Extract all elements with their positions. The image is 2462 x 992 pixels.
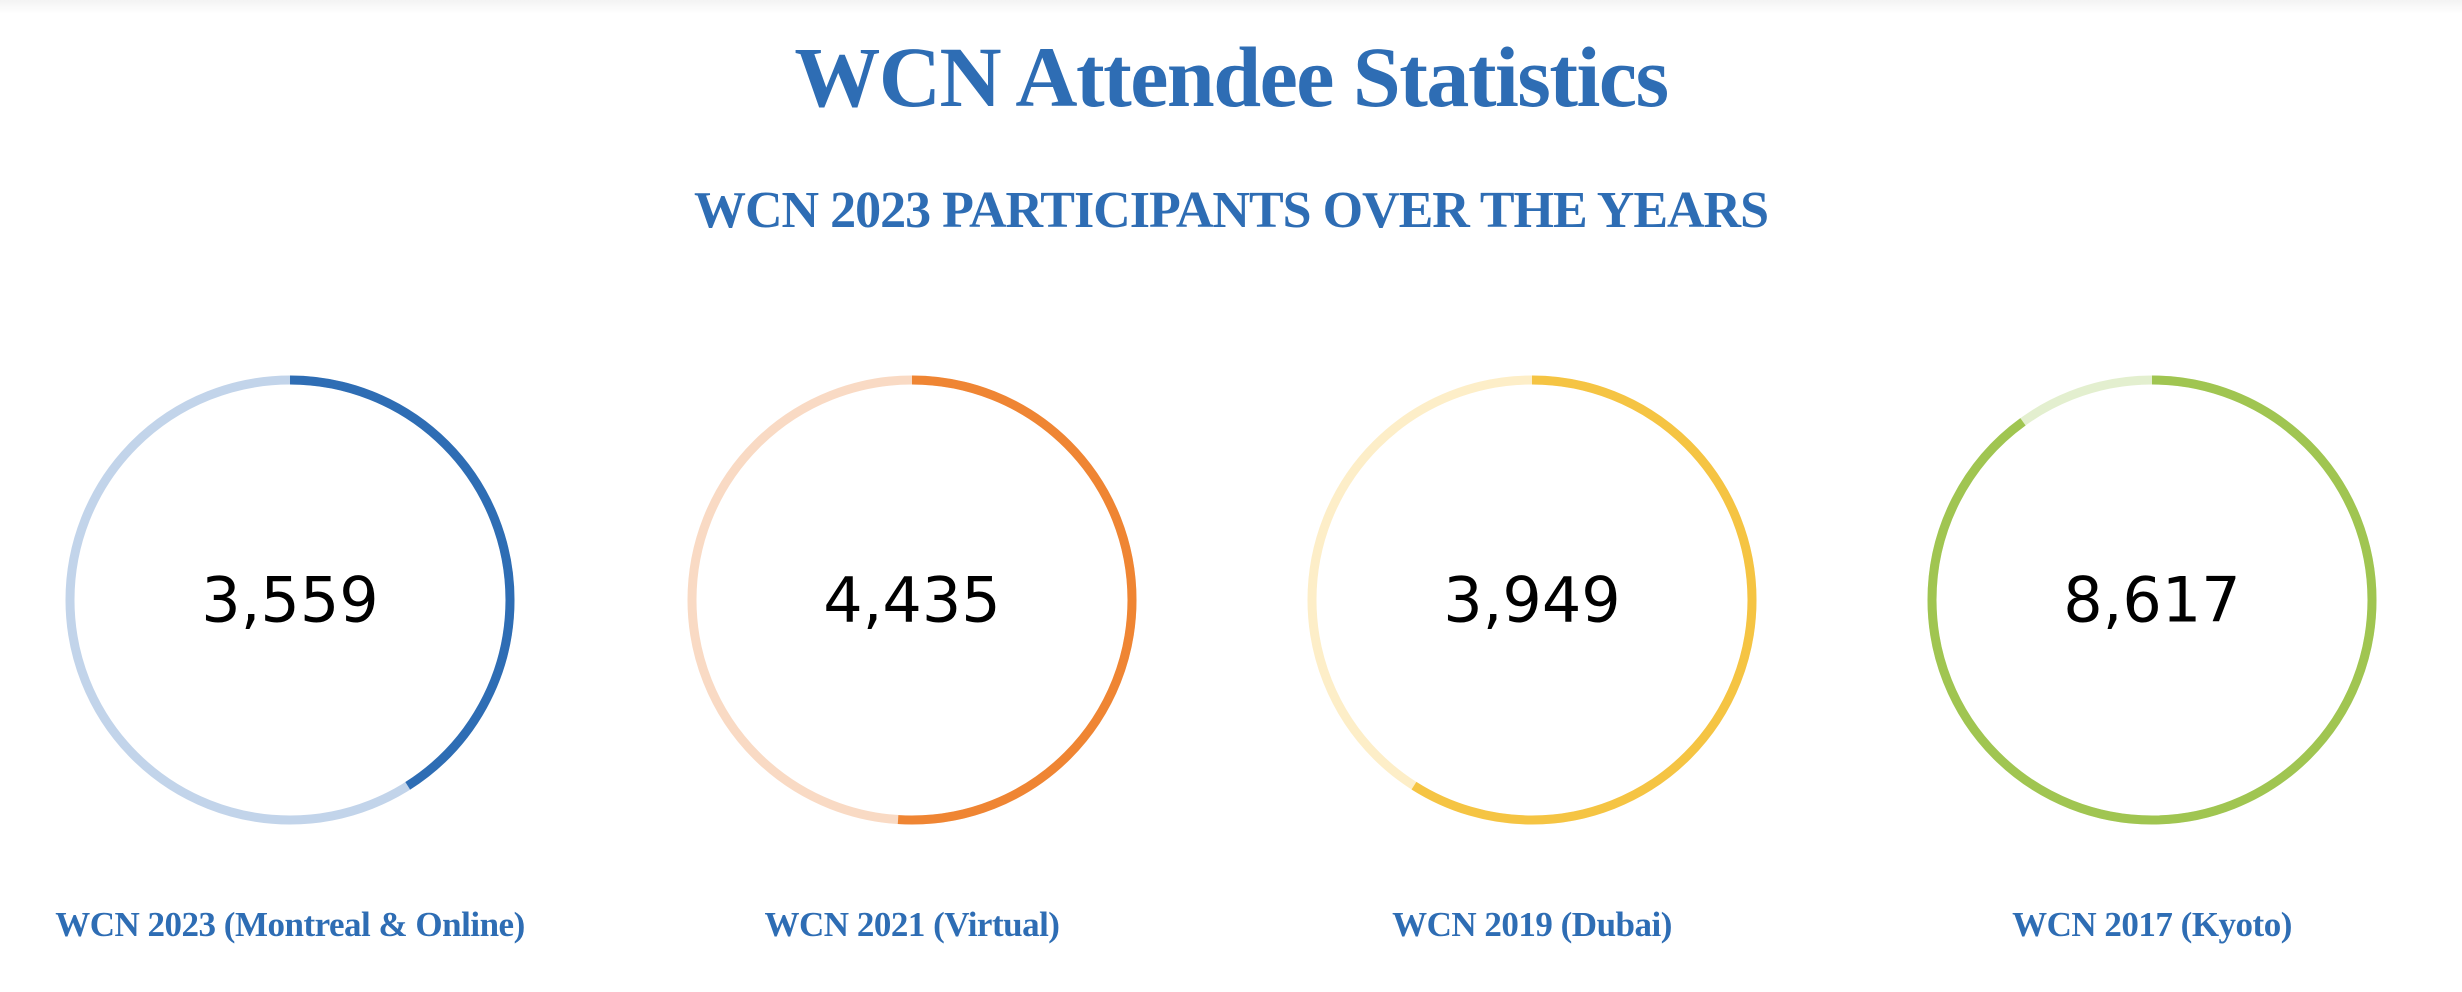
donut-chart: 3,559 — [65, 375, 515, 825]
donut-chart: 4,435 — [687, 375, 1137, 825]
donut-fill-arc — [1927, 375, 2377, 825]
donut-card: 3,559 WCN 2023 (Montreal & Online) — [40, 370, 540, 970]
donut-label: WCN 2017 (Kyoto) — [2012, 905, 2292, 944]
chart-subtitle: WCN 2023 PARTICIPANTS OVER THE YEARS — [693, 182, 1769, 239]
donut-value: 3,949 — [1443, 564, 1621, 637]
donut-value: 8,617 — [2063, 564, 2241, 637]
donut-card: 4,435 WCN 2021 (Virtual) — [662, 370, 1162, 970]
page-title: WCN Attendee Statistics — [794, 29, 1669, 125]
donut-fill-arc — [687, 375, 1137, 825]
donut-value: 4,435 — [823, 564, 1001, 637]
donut-fill-arc — [65, 375, 515, 825]
donut-chart: 8,617 — [1927, 375, 2377, 825]
donut-chart: 3,949 — [1307, 375, 1757, 825]
donut-fill-arc — [1307, 375, 1757, 825]
donut-value: 3,559 — [201, 564, 379, 637]
top-shade — [0, 0, 2462, 14]
donut-label: WCN 2023 (Montreal & Online) — [55, 905, 525, 944]
donut-label: WCN 2019 (Dubai) — [1392, 905, 1672, 944]
donut-card: 3,949 WCN 2019 (Dubai) — [1282, 370, 1782, 970]
donut-label: WCN 2021 (Virtual) — [764, 905, 1060, 944]
donut-card: 8,617 WCN 2017 (Kyoto) — [1902, 370, 2402, 970]
